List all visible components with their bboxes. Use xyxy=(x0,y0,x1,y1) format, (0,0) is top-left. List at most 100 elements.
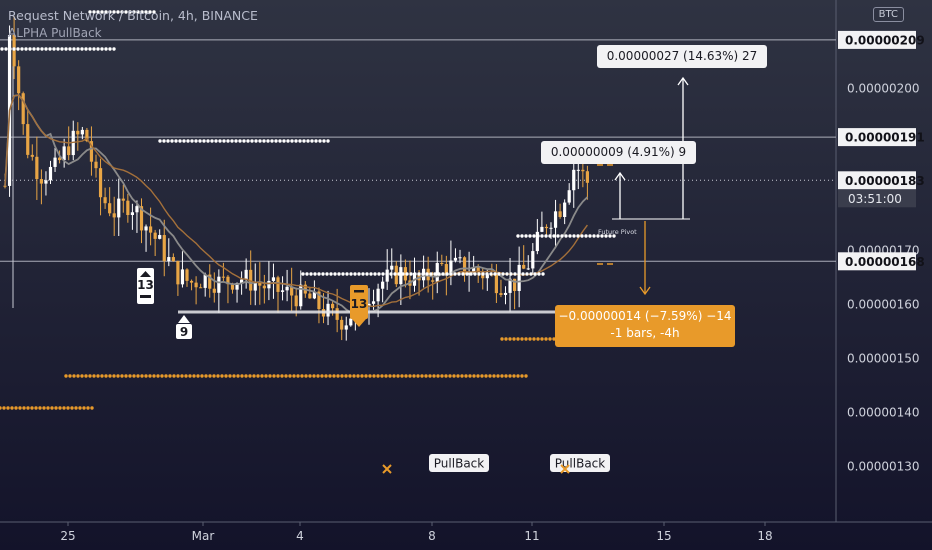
candle-body xyxy=(85,129,89,142)
candle-body xyxy=(399,267,403,285)
candle-body xyxy=(285,286,289,291)
dotted-level-white[interactable] xyxy=(516,234,616,238)
candle-body xyxy=(467,272,471,275)
y-tick-label: 0.00000200 xyxy=(847,82,920,96)
candle-body xyxy=(240,279,244,284)
candle-body xyxy=(176,261,180,285)
candle-body xyxy=(212,288,216,293)
x-tick-label: 18 xyxy=(757,529,772,543)
candle-body xyxy=(171,257,175,262)
candle-body xyxy=(299,284,303,307)
sequence-badge-13-orange[interactable]: 13 xyxy=(350,285,368,327)
candle-body xyxy=(312,291,316,299)
price-axis-label-text: 0.00000168 xyxy=(845,255,925,269)
candle-body xyxy=(585,171,589,183)
candle-body xyxy=(540,226,544,232)
measure-box-small[interactable]: 0.00000009 (4.91%) 9 xyxy=(541,141,696,164)
chart-title: Request Network / Bitcoin, 4h, BINANCE xyxy=(8,8,258,23)
candle-body xyxy=(226,276,230,285)
candle-body xyxy=(331,303,335,309)
measure-arrow-down-head xyxy=(639,286,651,296)
candle-body xyxy=(53,157,57,167)
measure-box-text: −0.00000014 (−7.59%) −14 xyxy=(558,309,731,323)
candle-body xyxy=(94,161,98,169)
candle-body xyxy=(581,169,585,172)
dotted-level-white[interactable] xyxy=(88,10,156,14)
x-tick-label: Mar xyxy=(192,529,215,543)
pullback-signal-text: PullBack xyxy=(555,457,605,471)
candle-body xyxy=(513,278,517,291)
candle-body xyxy=(558,211,562,217)
price-axis-label[interactable]: 0.00000168 xyxy=(838,252,925,271)
candle-body xyxy=(58,157,62,161)
dotted-level-orange[interactable] xyxy=(0,406,94,410)
candle-body xyxy=(3,185,7,187)
moving-average-slow-line[interactable] xyxy=(4,94,588,308)
candle-body xyxy=(344,325,348,330)
candle-body xyxy=(203,274,207,288)
candle-body xyxy=(112,213,116,218)
dotted-level-white[interactable] xyxy=(0,47,116,51)
candle-body xyxy=(17,66,21,94)
candle-body xyxy=(462,257,467,275)
indicator-name[interactable]: ALPHA PullBack xyxy=(8,26,102,40)
candle-body xyxy=(294,295,298,307)
candle-body xyxy=(390,265,394,270)
dotted-level-white[interactable] xyxy=(158,139,330,143)
candle-body xyxy=(567,190,571,203)
candle-body xyxy=(290,286,294,296)
candle-body xyxy=(326,303,330,317)
x-tick-label: 4 xyxy=(296,529,304,543)
candle-body xyxy=(371,301,376,304)
measure-arrow-up-small-head xyxy=(614,171,626,181)
candle-body xyxy=(130,212,134,216)
pullback-signal[interactable]: PullBack xyxy=(550,454,610,472)
candle-body xyxy=(376,288,380,302)
price-axis-label[interactable]: 0.00000191 xyxy=(838,128,925,147)
x-tick-label: 8 xyxy=(428,529,436,543)
sequence-badge-13-left[interactable]: 13 xyxy=(137,268,154,304)
candle-body xyxy=(217,276,221,293)
candle-body xyxy=(21,93,25,125)
price-axis-label[interactable]: 0.00000183 03:51:00 xyxy=(838,171,925,208)
price-axis-label-text: 0.00000191 xyxy=(845,131,925,145)
cross-marker xyxy=(382,464,392,474)
measure-box-down[interactable]: −0.00000014 (−7.59%) −14 -1 bars, -4h xyxy=(555,305,735,347)
candle-body xyxy=(458,257,462,259)
candle-body xyxy=(162,235,166,262)
candle-body xyxy=(221,276,225,278)
candle-body xyxy=(349,318,353,326)
pullback-signal[interactable]: PullBack xyxy=(429,454,489,472)
measure-box-text: -1 bars, -4h xyxy=(610,326,679,340)
candle-body xyxy=(180,269,185,285)
candle-body xyxy=(522,264,526,269)
price-axis-label-text: 0.00000209 xyxy=(845,33,925,47)
candle-body xyxy=(80,129,84,135)
candle-body xyxy=(271,277,276,281)
pullback-signal-text: PullBack xyxy=(434,457,484,471)
measure-box-large[interactable]: 0.00000027 (14.63%) 27 xyxy=(597,45,767,68)
candle-body xyxy=(108,203,112,214)
candle-body xyxy=(35,156,39,180)
candle-body xyxy=(503,292,508,295)
measure-box-text: 0.00000027 (14.63%) 27 xyxy=(607,49,758,63)
dotted-level-orange[interactable] xyxy=(64,374,528,378)
candle-body xyxy=(158,235,162,239)
candle-body xyxy=(563,202,567,217)
candle-body xyxy=(121,198,125,201)
candle-body xyxy=(235,283,239,290)
candle-body xyxy=(494,274,498,294)
bar-countdown: 03:51:00 xyxy=(848,192,902,206)
sequence-badge-9[interactable]: 9 xyxy=(176,315,192,339)
price-axis-label[interactable]: 0.00000209 xyxy=(838,30,925,49)
candle-body xyxy=(340,319,344,330)
y-tick-label: 0.00000160 xyxy=(847,298,920,312)
moving-average-fast-line[interactable] xyxy=(4,94,589,314)
dotted-level-white[interactable] xyxy=(301,272,545,276)
cross-marker xyxy=(560,464,570,474)
candle-body xyxy=(449,260,453,276)
candle-body xyxy=(267,280,271,289)
currency-badge[interactable]: BTC xyxy=(872,7,904,22)
candle-body xyxy=(194,282,198,288)
